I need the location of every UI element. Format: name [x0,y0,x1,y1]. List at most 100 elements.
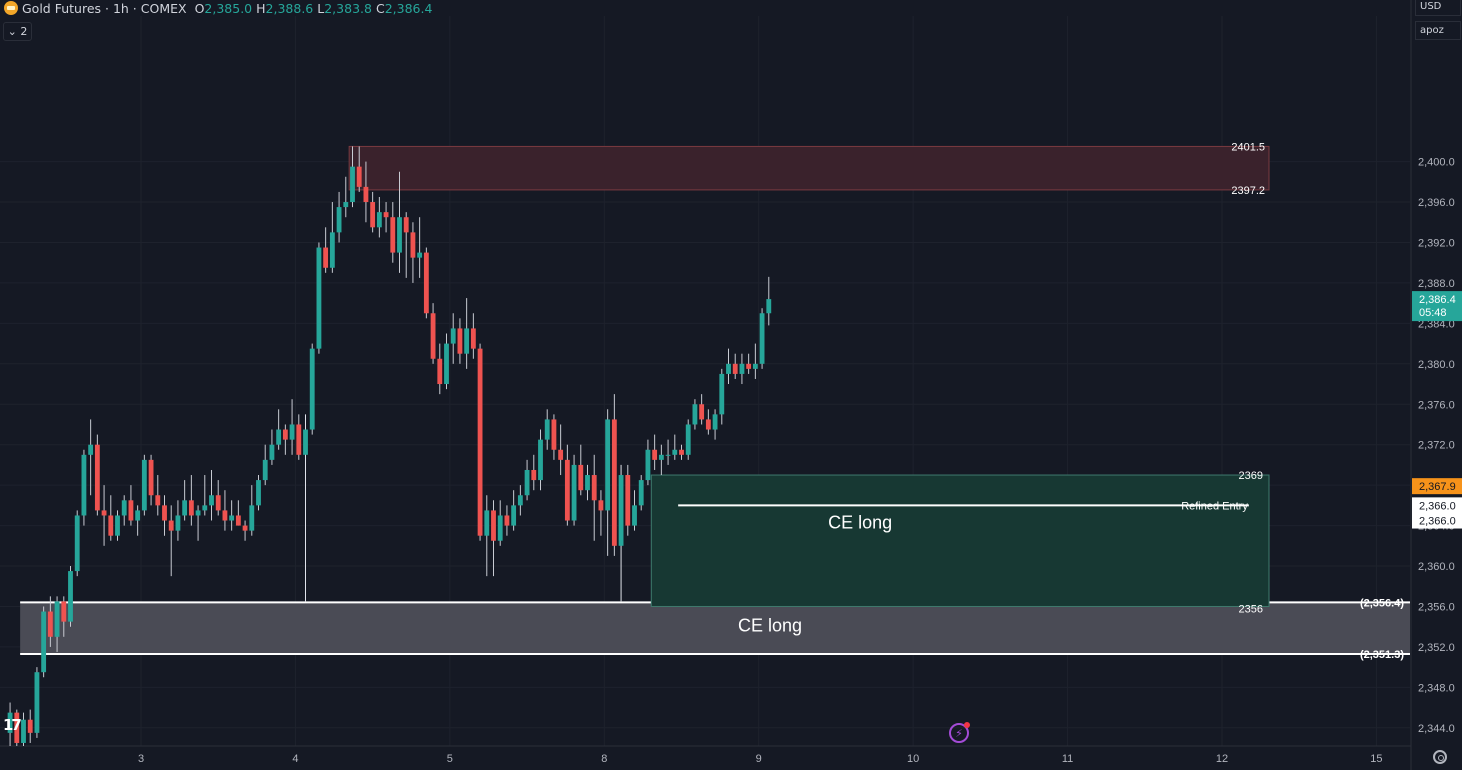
supply-top-label: 2401.5 [1231,141,1265,153]
low-value: 2,383.8 [324,0,372,16]
candle-body [511,505,517,526]
candle-body [74,515,80,572]
candle-body [101,510,107,516]
candle-body [296,424,302,455]
ce-upper-bottom-label: 2356 [1239,603,1263,615]
y-tick-label: 2,356.0 [1418,601,1455,613]
candle-body [94,444,100,511]
candle-body [289,424,295,440]
ce-long-lower-text: CE long [738,616,802,636]
candle-body [752,363,758,369]
candle-body [732,363,738,374]
candle-body [21,719,26,743]
ce-long-zone-upper [650,474,1270,607]
candle-body [229,515,235,521]
candle-body [316,247,322,349]
candle-body [712,414,718,430]
gold-coin-icon [4,1,18,15]
currency-button[interactable]: USD [1415,0,1461,16]
candle-body [497,515,503,541]
candle-body [390,217,396,253]
indicator-collapse-button[interactable]: ⌄ 2 [3,22,32,41]
candle-body [464,328,470,354]
candle-body [652,449,658,460]
candle-body [564,459,570,521]
candle-body [450,328,456,344]
candle-body [68,571,73,622]
candle-body [34,672,40,733]
candle-body [235,515,241,526]
open-value: 2,385.0 [204,0,253,16]
candle-body [544,419,550,440]
candle-body [531,469,537,481]
candle-body [692,404,698,425]
x-tick-label: 15 [1370,753,1382,765]
candle-body [41,611,47,673]
candle-body [457,328,463,354]
candle-body [195,510,201,516]
candle-body [430,313,436,359]
candle-body [477,348,483,536]
x-tick-label: 9 [756,753,762,765]
candle-body [363,186,369,203]
candle-body [370,202,376,228]
lightning-icon[interactable]: ⚡ [949,722,970,743]
candle-body [410,232,416,258]
price-tag-label: 2,367.9 [1419,481,1456,493]
candle-body [437,358,443,385]
close-label: C [375,0,385,16]
ce-upper-top-label: 2369 [1239,470,1263,482]
candle-body [403,217,409,233]
candle-body [417,252,423,258]
candle-body [739,363,745,374]
low-label: L [317,0,325,16]
candle-body [329,232,335,268]
candle-body [343,202,349,208]
candle-body [766,299,772,314]
close-value: 2,386.4 [384,0,433,16]
symbol-title[interactable]: Gold Futures · 1h · COMEX [22,0,187,16]
price-tag-white [1412,512,1462,529]
layout-button[interactable]: apoz [1415,21,1461,40]
candle-body [551,419,557,450]
price-tag-last [1412,291,1462,322]
candle-body [598,500,604,511]
candle-body [148,459,154,496]
candle-body [705,419,711,430]
candle-body [759,313,765,364]
gear-icon[interactable] [1433,750,1447,764]
y-tick-label: 2,344.0 [1418,723,1455,735]
candle-body [538,439,543,481]
candle-body [571,464,577,521]
candle-body [699,404,705,420]
candle-body [397,217,402,253]
candle-body [719,373,725,415]
candle-body [323,247,329,268]
candle-body [168,520,174,531]
candle-body [524,469,530,496]
y-tick-label: 2,396.0 [1418,197,1455,209]
candle-body [645,449,651,481]
candle-body [578,464,584,491]
candle-body [141,459,147,511]
candle-body [356,166,362,187]
candle-body [504,515,510,526]
x-tick-label: 8 [601,753,607,765]
candle-body [47,611,53,637]
candle-body [632,505,637,526]
high-label: H [256,0,266,16]
candle-body [54,601,60,637]
tradingview-logo[interactable]: 17 [3,716,22,734]
candle-body [282,429,288,440]
candle-body [585,475,590,491]
candle-body [242,525,248,531]
candle-body [81,454,87,516]
candle-body [262,459,268,481]
x-tick-label: 4 [292,753,298,765]
candle-body [128,500,134,521]
x-tick-label: 11 [1062,753,1073,765]
candle-body [202,505,208,511]
candle-body [672,449,678,455]
candle-body [618,475,624,546]
